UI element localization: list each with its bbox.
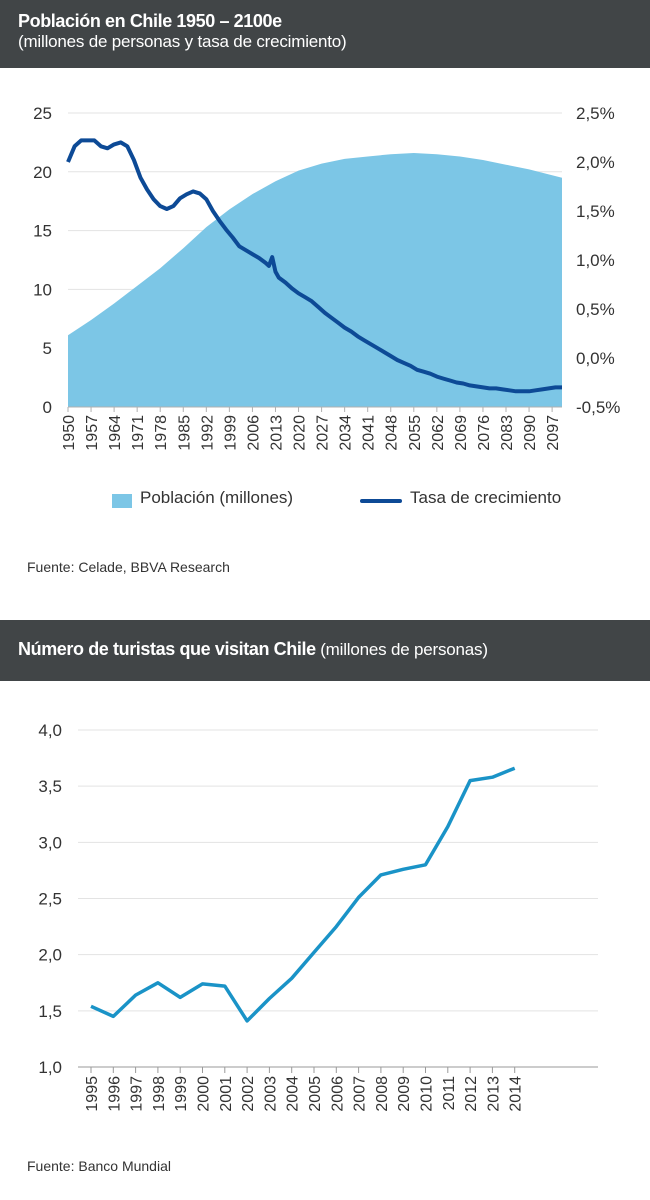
chart1-left-axis-labels: 0 5 10 15 20 25 — [33, 104, 52, 417]
x-tick-label: 2020 — [292, 415, 309, 451]
x-tick-label: 2010 — [419, 1076, 436, 1112]
chart2-title: Número de turistas que visitan Chile — [18, 639, 316, 659]
x-tick-label: 2013 — [485, 1076, 502, 1112]
chart2-gridlines — [78, 729, 598, 1012]
x-tick-label: 2003 — [262, 1076, 279, 1112]
population-chart: 0 5 10 15 20 25 -0,5% 0,0% 0,5% 1,0% 1,5% 2,0% 2,5%… — [33, 104, 620, 451]
x-tick-label: 2008 — [374, 1076, 391, 1112]
y-tick-label: 1,0 — [38, 1058, 62, 1077]
chart1-x-axis-labels: 1950 1957 1964 1971 1978 1985 1992 1999 2006 2013… — [61, 407, 562, 451]
y-tick-label: 25 — [33, 104, 52, 123]
x-tick-label: 2001 — [218, 1076, 235, 1112]
x-tick-label: 2069 — [453, 415, 470, 451]
x-tick-label: 2002 — [240, 1076, 257, 1112]
y2-tick-label: 1,5% — [576, 202, 615, 221]
y-tick-label: 1,5 — [38, 1002, 62, 1021]
chart2-x-axis-labels: 1995 1996 1997 1998 1999 2000 2001 2002 2003 2004… — [84, 1067, 525, 1112]
x-tick-label: 2013 — [268, 415, 285, 451]
x-tick-label: 1992 — [199, 415, 216, 451]
tourists-chart: 1,01,52,02,53,03,54,0 1995 1996 1997 1998 19… — [38, 721, 598, 1112]
x-tick-label: 2076 — [476, 415, 493, 451]
x-tick-label: 1978 — [153, 415, 170, 451]
x-tick-label: 1971 — [130, 415, 147, 451]
x-tick-label: 1964 — [107, 415, 124, 451]
legend-line-swatch — [360, 499, 402, 503]
x-tick-label: 2041 — [361, 415, 378, 451]
y-tick-label: 0 — [43, 398, 52, 417]
x-tick-label: 2004 — [285, 1076, 302, 1112]
x-tick-label: 2006 — [245, 415, 262, 451]
y-tick-label: 2,0 — [38, 946, 62, 965]
chart1-header: Población en Chile 1950 – 2100e (millone… — [0, 0, 650, 68]
x-tick-label: 2006 — [329, 1076, 346, 1112]
x-tick-label: 2027 — [315, 415, 332, 451]
y2-tick-label: 2,5% — [576, 104, 615, 123]
y2-tick-label: 0,0% — [576, 349, 615, 368]
x-tick-label: 1995 — [84, 1076, 101, 1112]
x-tick-label: 2000 — [196, 1076, 213, 1112]
y-tick-label: 3,0 — [38, 833, 62, 852]
chart1-title: Población en Chile 1950 – 2100e — [18, 11, 282, 31]
legend-line-label: Tasa de crecimiento — [410, 488, 562, 507]
chart1-subtitle: (millones de personas y tasa de crecimie… — [18, 32, 347, 51]
y2-tick-label: -0,5% — [576, 398, 620, 417]
y-tick-label: 5 — [43, 339, 52, 358]
chart2-y-axis-labels: 1,0 1,5 2,0 2,5 3,0 3,5 4,0 — [38, 721, 62, 1077]
x-tick-label: 2055 — [407, 415, 424, 451]
y2-tick-label: 2,0% — [576, 153, 615, 172]
x-tick-label: 1985 — [176, 415, 193, 451]
legend-area-swatch — [112, 494, 132, 508]
x-tick-label: 2034 — [338, 415, 355, 451]
legend-area-label: Población (millones) — [140, 488, 294, 507]
x-tick-label: 2012 — [463, 1076, 480, 1112]
x-tick-label: 2011 — [441, 1076, 458, 1111]
x-tick-label: 1957 — [84, 415, 101, 451]
chart2-source: Fuente: Banco Mundial — [27, 1158, 171, 1174]
x-tick-label: 2007 — [352, 1076, 369, 1112]
chart2-header: Número de turistas que visitan Chile (mi… — [0, 620, 650, 681]
y2-tick-label: 0,5% — [576, 300, 615, 319]
chart1-source: Fuente: Celade, BBVA Research — [27, 559, 230, 575]
x-tick-label: 2083 — [499, 415, 516, 451]
x-tick-label: 2005 — [307, 1076, 324, 1112]
growth-rate-line — [66, 138, 562, 394]
x-tick-label: 1999 — [222, 415, 239, 451]
x-tick-label: 2097 — [545, 415, 562, 451]
y-tick-label: 4,0 — [38, 721, 62, 740]
x-tick-label: 1999 — [173, 1076, 190, 1112]
y-tick-label: 2,5 — [38, 890, 62, 909]
y-tick-label: 20 — [33, 163, 52, 182]
y-tick-label: 3,5 — [38, 777, 62, 796]
y-tick-label: 15 — [33, 222, 52, 241]
x-tick-label: 1997 — [129, 1076, 146, 1112]
x-tick-label: 1950 — [61, 415, 78, 451]
x-tick-label: 2062 — [430, 415, 447, 451]
y-tick-label: 10 — [33, 280, 52, 299]
x-tick-label: 1998 — [151, 1076, 168, 1112]
x-tick-label: 2014 — [508, 1076, 525, 1112]
x-tick-label: 2090 — [522, 415, 539, 451]
x-tick-label: 2009 — [396, 1076, 413, 1112]
tourists-line — [90, 766, 516, 1023]
population-area — [68, 153, 562, 407]
chart1-right-axis-labels: -0,5% 0,0% 0,5% 1,0% 1,5% 2,0% 2,5% — [576, 104, 620, 417]
chart2-title-suffix: (millones de personas) — [315, 640, 488, 659]
x-tick-label: 1996 — [106, 1076, 123, 1112]
x-tick-label: 2048 — [384, 415, 401, 451]
y2-tick-label: 1,0% — [576, 251, 615, 270]
